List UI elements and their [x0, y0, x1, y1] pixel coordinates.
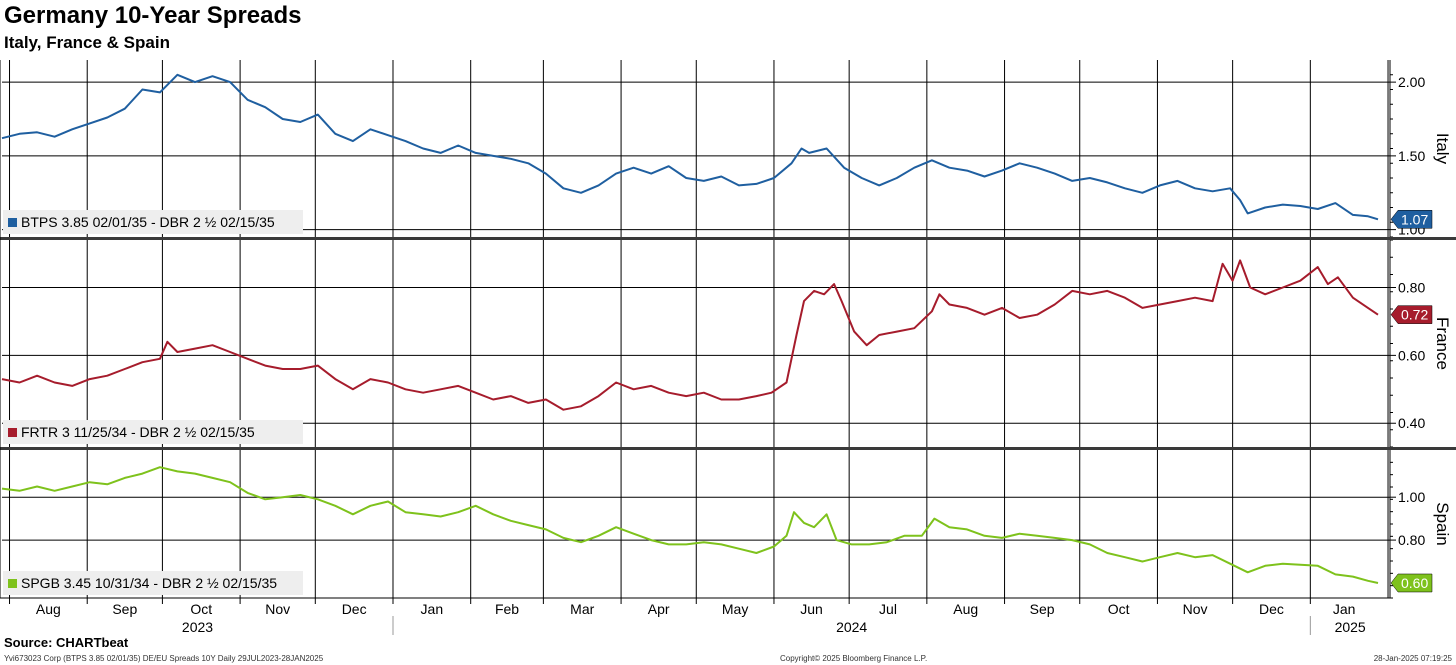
legend-swatch	[8, 428, 17, 437]
panel-separator	[0, 237, 1456, 240]
x-month-label: Feb	[495, 601, 519, 617]
last-value-badge	[1390, 573, 1433, 593]
legend-box	[3, 420, 303, 444]
x-month-label: Jan	[1333, 601, 1356, 617]
x-month-label: Sep	[1030, 601, 1055, 617]
legend-label: FRTR 3 11/25/34 - DBR 2 ½ 02/15/35	[21, 424, 255, 440]
series-line-italy	[1, 73, 1379, 221]
x-month-label: Nov	[265, 601, 290, 617]
ticker-footnote: Yvi673023 Corp (BTPS 3.85 02/01/35) DE/E…	[4, 654, 324, 663]
last-value-label: 1.07	[1401, 211, 1428, 227]
last-value-label: 0.72	[1401, 307, 1428, 323]
x-month-label: Dec	[1259, 601, 1284, 617]
y-tick-label: 0.60	[1398, 347, 1425, 363]
legend-box	[3, 210, 303, 234]
copyright-footnote: Copyright© 2025 Bloomberg Finance L.P.	[780, 654, 928, 663]
legend-label: SPGB 3.45 10/31/34 - DBR 2 ½ 02/15/35	[21, 575, 277, 591]
x-month-label: Mar	[570, 601, 594, 617]
panel-axis-title: Italy	[1433, 133, 1452, 165]
x-month-label: Oct	[190, 601, 212, 617]
x-month-label: Jul	[879, 601, 897, 617]
panel-spain: 1.00 0.80 0.60 Spain SPGB 3.45 10/31/34 - DB…	[1, 450, 1452, 599]
last-value-badge	[1390, 305, 1433, 324]
y-tick-label: 2.00	[1398, 74, 1425, 90]
x-month-label: Apr	[648, 601, 670, 617]
y-tick-label: 0.40	[1398, 415, 1425, 431]
y-tick-label: 0.80	[1398, 532, 1425, 548]
y-tick-label: 1.50	[1398, 148, 1425, 164]
legend-box	[3, 571, 303, 595]
series-line-spain	[1, 466, 1379, 584]
y-tick-label: 0.80	[1398, 280, 1425, 296]
x-month-label: Dec	[342, 601, 367, 617]
legend-label: BTPS 3.85 02/01/35 - DBR 2 ½ 02/15/35	[21, 214, 275, 230]
x-year-label: 2023	[182, 619, 213, 635]
chart-title: Germany 10-Year Spreads	[4, 2, 302, 29]
panel-separator	[0, 447, 1456, 450]
x-month-label: Nov	[1183, 601, 1208, 617]
last-value-badge	[1390, 210, 1433, 229]
x-month-label: Jan	[421, 601, 444, 617]
x-year-label: 2024	[836, 619, 867, 635]
panel-axis-title: France	[1433, 317, 1452, 370]
x-month-label: Sep	[112, 601, 137, 617]
y-tick-label: 1.00	[1398, 489, 1425, 505]
panel-france: 0.80 0.60 0.40 0.72 France FRTR 3 11/25/34 - …	[1, 239, 1452, 448]
legend-swatch	[8, 218, 17, 227]
legend-swatch	[8, 579, 17, 588]
x-year-label: 2025	[1335, 619, 1366, 635]
panel-axis-title: Spain	[1433, 502, 1452, 545]
series-line-france	[1, 259, 1379, 411]
x-month-label: Aug	[953, 601, 978, 617]
timestamp-footnote: 28-Jan-2025 07:19:25	[1373, 654, 1452, 663]
last-value-label: 0.60	[1401, 575, 1428, 591]
source-note: Source: CHARTbeat	[4, 635, 129, 650]
x-month-label: Aug	[36, 601, 61, 617]
chart-subtitle: Italy, France & Spain	[4, 33, 170, 52]
x-month-label: May	[722, 601, 748, 617]
x-month-label: Oct	[1108, 601, 1130, 617]
x-month-label: Jun	[800, 601, 823, 617]
